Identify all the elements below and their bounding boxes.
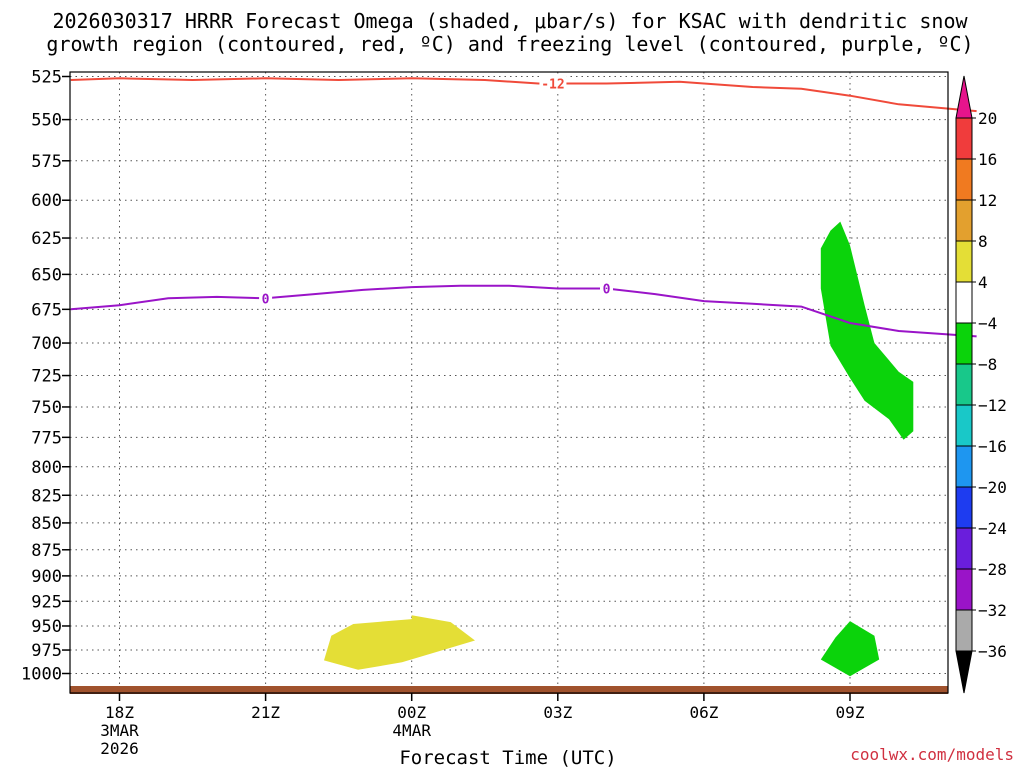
y-tick-label: 575 bbox=[31, 152, 62, 172]
x-tick-label: 09Z bbox=[836, 703, 865, 722]
contour-line bbox=[70, 77, 977, 113]
y-tick-label: 725 bbox=[31, 367, 62, 387]
x-tick-label: 03Z bbox=[543, 703, 572, 722]
y-tick-label: 600 bbox=[31, 191, 62, 211]
shaded-region bbox=[820, 621, 880, 677]
chart-title-line2: growth region (contoured, red, ºC) and f… bbox=[46, 32, 973, 56]
colorbar-label: −28 bbox=[978, 560, 1007, 579]
colorbar-label: −12 bbox=[978, 396, 1007, 415]
shaded-region bbox=[324, 615, 475, 670]
colorbar-segment bbox=[955, 199, 973, 242]
y-tick-label: 625 bbox=[31, 229, 62, 249]
contour-line bbox=[70, 284, 977, 338]
colorbar-segment bbox=[955, 486, 973, 529]
y-tick-label: 900 bbox=[31, 567, 62, 587]
colorbar-label: −20 bbox=[978, 478, 1007, 497]
y-tick-label: 850 bbox=[31, 514, 62, 534]
colorbar-segment bbox=[955, 363, 973, 406]
colorbar-segment bbox=[955, 240, 973, 283]
colorbar-label: 20 bbox=[978, 109, 997, 128]
colorbar-segment bbox=[955, 609, 973, 652]
colorbar-segment bbox=[955, 158, 973, 201]
contour-label-bg bbox=[539, 75, 567, 92]
colorbar-segment bbox=[955, 404, 973, 447]
y-tick-label: 700 bbox=[31, 334, 62, 354]
y-tick-label: 650 bbox=[31, 265, 62, 285]
colorbar-label: 4 bbox=[978, 273, 988, 292]
x-tick-label: 00Z bbox=[397, 703, 426, 722]
y-tick-label: 825 bbox=[31, 486, 62, 506]
contour-label: -12 bbox=[541, 78, 564, 93]
colorbar-label: −4 bbox=[978, 314, 997, 333]
y-tick-label: 950 bbox=[31, 617, 62, 637]
y-tick-label: 525 bbox=[31, 68, 62, 88]
y-tick-label: 1000 bbox=[21, 665, 62, 685]
y-tick-label: 775 bbox=[31, 428, 62, 448]
contour-label-bg bbox=[259, 290, 273, 307]
colorbar-label: 16 bbox=[978, 150, 997, 169]
contour-label: 0 bbox=[262, 292, 270, 307]
y-tick-label: 925 bbox=[31, 592, 62, 612]
x-tick-sublabel: 4MAR bbox=[392, 721, 431, 740]
x-tick-sublabel: 3MAR bbox=[100, 721, 139, 740]
chart-title-line1: 2026030317 HRRR Forecast Omega (shaded, … bbox=[52, 9, 968, 33]
y-tick-label: 800 bbox=[31, 458, 62, 478]
colorbar-segment bbox=[955, 527, 973, 570]
plot-frame bbox=[69, 71, 949, 694]
shaded-region bbox=[820, 221, 914, 440]
colorbar-bottom-arrow bbox=[955, 650, 973, 694]
y-tick-label: 550 bbox=[31, 111, 62, 131]
colorbar-label: 12 bbox=[978, 191, 997, 210]
colorbar-segment bbox=[955, 568, 973, 611]
colorbar-segment bbox=[955, 445, 973, 488]
colorbar-segment bbox=[955, 322, 973, 365]
colorbar-segment bbox=[955, 117, 973, 160]
x-tick-sublabel-year: 2026 bbox=[100, 739, 139, 758]
colorbar-label: −32 bbox=[978, 601, 1007, 620]
y-axis: 525 550 575 600 625 650 675 700 725 750 775 800 825 8… bbox=[21, 68, 70, 685]
y-tick-label: 875 bbox=[31, 541, 62, 561]
colorbar-legend: 20 16 12 8 4 −4 −8 −12 −16 −20 −24 −28 −32 −36 bbox=[955, 75, 1007, 694]
contour-label-bg bbox=[600, 280, 613, 297]
x-tick-label: 18Z bbox=[105, 703, 134, 722]
colorbar-top-arrow bbox=[955, 75, 973, 119]
x-tick-label: 06Z bbox=[689, 703, 718, 722]
colorbar-label: −36 bbox=[978, 642, 1007, 661]
y-tick-label: 675 bbox=[31, 300, 62, 320]
colorbar-label: −16 bbox=[978, 437, 1007, 456]
ground-strip bbox=[70, 686, 948, 694]
y-tick-label: 975 bbox=[31, 641, 62, 661]
colorbar-segment bbox=[955, 281, 973, 324]
x-axis-label: Forecast Time (UTC) bbox=[399, 747, 616, 768]
y-tick-label: 750 bbox=[31, 398, 62, 418]
colorbar-label: −24 bbox=[978, 519, 1007, 538]
contour-label: 0 bbox=[603, 283, 611, 298]
colorbar-label: −8 bbox=[978, 355, 997, 374]
x-tick-label: 21Z bbox=[251, 703, 280, 722]
colorbar-label: 8 bbox=[978, 232, 988, 251]
plot-area: -12 0 0 bbox=[69, 71, 977, 694]
credit-text: coolwx.com/models bbox=[850, 745, 1014, 764]
